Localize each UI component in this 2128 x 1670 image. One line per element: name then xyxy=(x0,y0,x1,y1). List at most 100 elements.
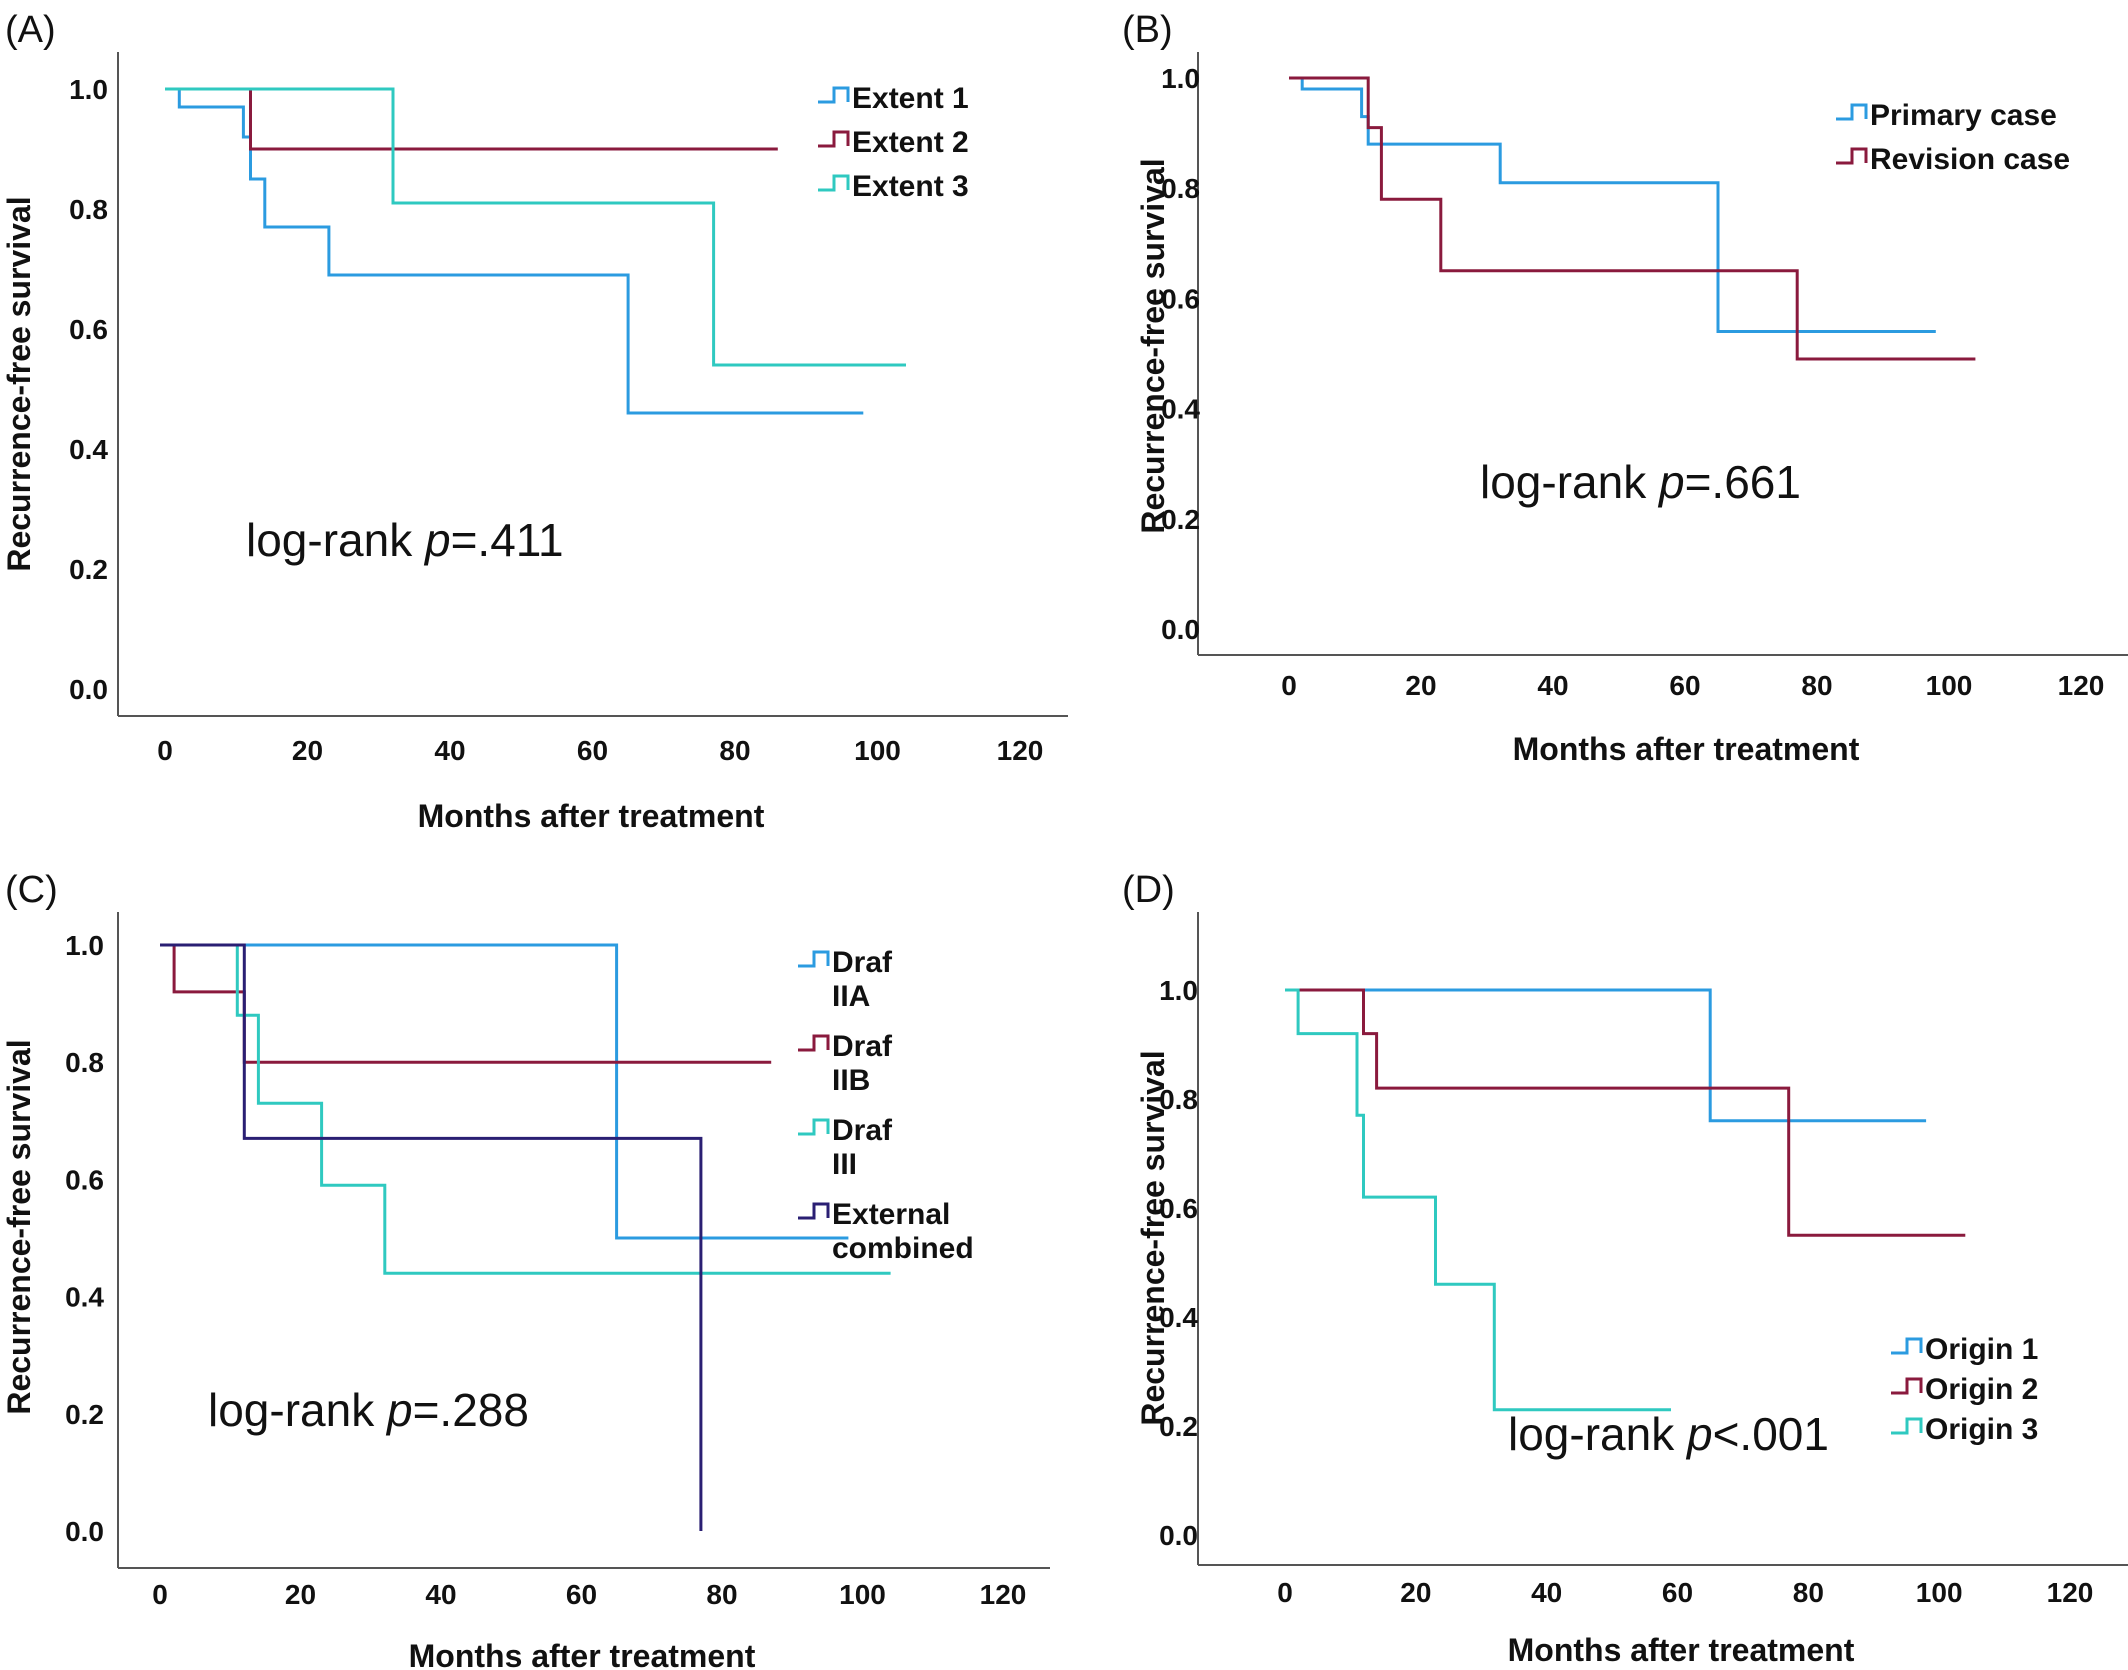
y-tick-label: 1.0 xyxy=(65,930,104,961)
y-tick-label: 0.0 xyxy=(69,674,108,705)
x-tick-label: 40 xyxy=(434,735,465,766)
annotation-prefix: log-rank xyxy=(246,514,425,566)
legend-label: Extent 3 xyxy=(852,170,969,203)
y-tick-label: 0.6 xyxy=(1161,283,1200,314)
legend-swatch xyxy=(1836,147,1868,165)
survival-curve-2 xyxy=(1285,988,1966,1237)
y-tick-label: 0.8 xyxy=(65,1047,104,1078)
legend-label: Revision case xyxy=(1870,143,2070,176)
y-axis-title: Recurrence-free survival xyxy=(1135,158,1171,533)
y-axis-title: Recurrence-free survival xyxy=(1,196,37,571)
x-tick-label: 100 xyxy=(854,735,901,766)
x-tick-label: 120 xyxy=(2047,1577,2094,1608)
legend-label-line: External xyxy=(832,1198,950,1231)
y-tick-label: 0.4 xyxy=(69,434,108,465)
y-tick-label: 0.0 xyxy=(65,1516,104,1547)
survival-curve-2 xyxy=(160,943,772,1064)
x-tick-label: 60 xyxy=(577,735,608,766)
legend-swatch xyxy=(798,1034,830,1052)
legend-swatch xyxy=(798,1118,830,1136)
legend-label-line: combined xyxy=(832,1232,974,1265)
y-tick-label: 1.0 xyxy=(1161,63,1200,94)
legend: Origin 1 Origin 2 Origin 3 xyxy=(1891,1333,2038,1446)
chart-panel: (C) 0.0 0.2 0.4 0.6 0.8 1.0 0 20 40 60 80 100 120 Mont… xyxy=(1,869,1050,1670)
legend-swatch xyxy=(798,950,830,968)
y-tick-label: 0.8 xyxy=(69,194,108,225)
y-tick-label: 1.0 xyxy=(69,74,108,105)
x-tick-label: 20 xyxy=(1400,1577,1431,1608)
annotation-value: =.411 xyxy=(451,514,564,566)
survival-curve-1 xyxy=(1285,988,1927,1123)
y-axis-title: Recurrence-free survival xyxy=(1135,1050,1171,1425)
y-tick-label: 0.8 xyxy=(1159,1084,1198,1115)
survival-curve-1 xyxy=(165,87,864,415)
x-tick-label: 20 xyxy=(292,735,323,766)
log-rank-annotation: log-rank p=.288 xyxy=(208,1384,529,1436)
annotation-value: =.288 xyxy=(413,1384,529,1436)
annotation-p: p xyxy=(1685,1408,1713,1460)
legend-label: Draf III xyxy=(832,1114,893,1181)
legend-swatch xyxy=(1891,1417,1923,1435)
legend-label-line: Draf xyxy=(832,1030,893,1063)
legend: Extent 1 Extent 2 Extent 3 xyxy=(818,82,969,203)
chart-panel: (B) 0.0 0.2 0.4 0.6 0.8 1.0 0 20 40 60 80 100 120 Mont… xyxy=(1122,9,2128,767)
annotation-value: <.001 xyxy=(1713,1408,1829,1460)
legend-label-line: III xyxy=(832,1148,857,1181)
panel-label: (D) xyxy=(1122,869,1175,911)
survival-curve-1 xyxy=(160,943,849,1240)
survival-curve-3 xyxy=(1285,988,1671,1412)
y-tick-label: 0.4 xyxy=(1161,394,1200,425)
x-tick-label: 40 xyxy=(1531,1577,1562,1608)
log-rank-annotation: log-rank p<.001 xyxy=(1508,1408,1829,1460)
y-tick-label: 0.4 xyxy=(1159,1302,1198,1333)
y-tick-label: 0.4 xyxy=(65,1282,104,1313)
y-axis-title: Recurrence-free survival xyxy=(1,1039,37,1414)
x-axis-title: Months after treatment xyxy=(1513,731,1860,767)
legend-label-line: IIB xyxy=(832,1064,870,1097)
y-tick-label: 0.8 xyxy=(1161,173,1200,204)
x-tick-label: 0 xyxy=(1277,1577,1293,1608)
y-tick-label: 1.0 xyxy=(1159,975,1198,1006)
x-tick-label: 120 xyxy=(997,735,1044,766)
survival-curve-3 xyxy=(165,87,906,367)
annotation-p: p xyxy=(385,1384,413,1436)
x-tick-label: 80 xyxy=(1793,1577,1824,1608)
y-tick-label: 0.2 xyxy=(69,554,108,585)
legend-label: Draf IIB xyxy=(832,1030,893,1097)
chart-panel: (D) 0.0 0.2 0.4 0.6 0.8 1.0 0 20 40 60 80 100 120 Mont… xyxy=(1122,869,2128,1668)
x-tick-label: 100 xyxy=(1926,670,1973,701)
annotation-prefix: log-rank xyxy=(208,1384,387,1436)
legend-label: Primary case xyxy=(1870,99,2057,132)
annotation-p: p xyxy=(1657,456,1685,508)
survival-curve-2 xyxy=(1289,76,1976,361)
x-tick-label: 40 xyxy=(1537,670,1568,701)
annotation-prefix: log-rank xyxy=(1480,456,1659,508)
legend-swatch xyxy=(1891,1337,1923,1355)
legend-label: External combined xyxy=(832,1198,974,1265)
x-tick-label: 100 xyxy=(839,1579,886,1610)
x-tick-label: 80 xyxy=(1801,670,1832,701)
legend-swatch xyxy=(1836,103,1868,121)
legend-swatch xyxy=(818,174,850,192)
x-tick-label: 80 xyxy=(719,735,750,766)
legend-swatch xyxy=(818,86,850,104)
x-tick-label: 120 xyxy=(980,1579,1027,1610)
x-tick-label: 60 xyxy=(1669,670,1700,701)
legend-label: Extent 2 xyxy=(852,126,969,159)
legend-label: Origin 3 xyxy=(1925,1413,2038,1446)
legend-swatch xyxy=(798,1202,830,1220)
annotation-value: =.661 xyxy=(1685,456,1801,508)
legend: Primary case Revision case xyxy=(1836,99,2070,176)
x-tick-label: 0 xyxy=(152,1579,168,1610)
y-tick-label: 0.2 xyxy=(1159,1411,1198,1442)
legend-swatch xyxy=(1891,1377,1923,1395)
x-tick-label: 20 xyxy=(285,1579,316,1610)
annotation-prefix: log-rank xyxy=(1508,1408,1687,1460)
legend-label: Extent 1 xyxy=(852,82,969,115)
y-tick-label: 0.6 xyxy=(1159,1193,1198,1224)
x-tick-label: 80 xyxy=(706,1579,737,1610)
x-tick-label: 60 xyxy=(1662,1577,1693,1608)
panel-label: (A) xyxy=(5,9,56,51)
